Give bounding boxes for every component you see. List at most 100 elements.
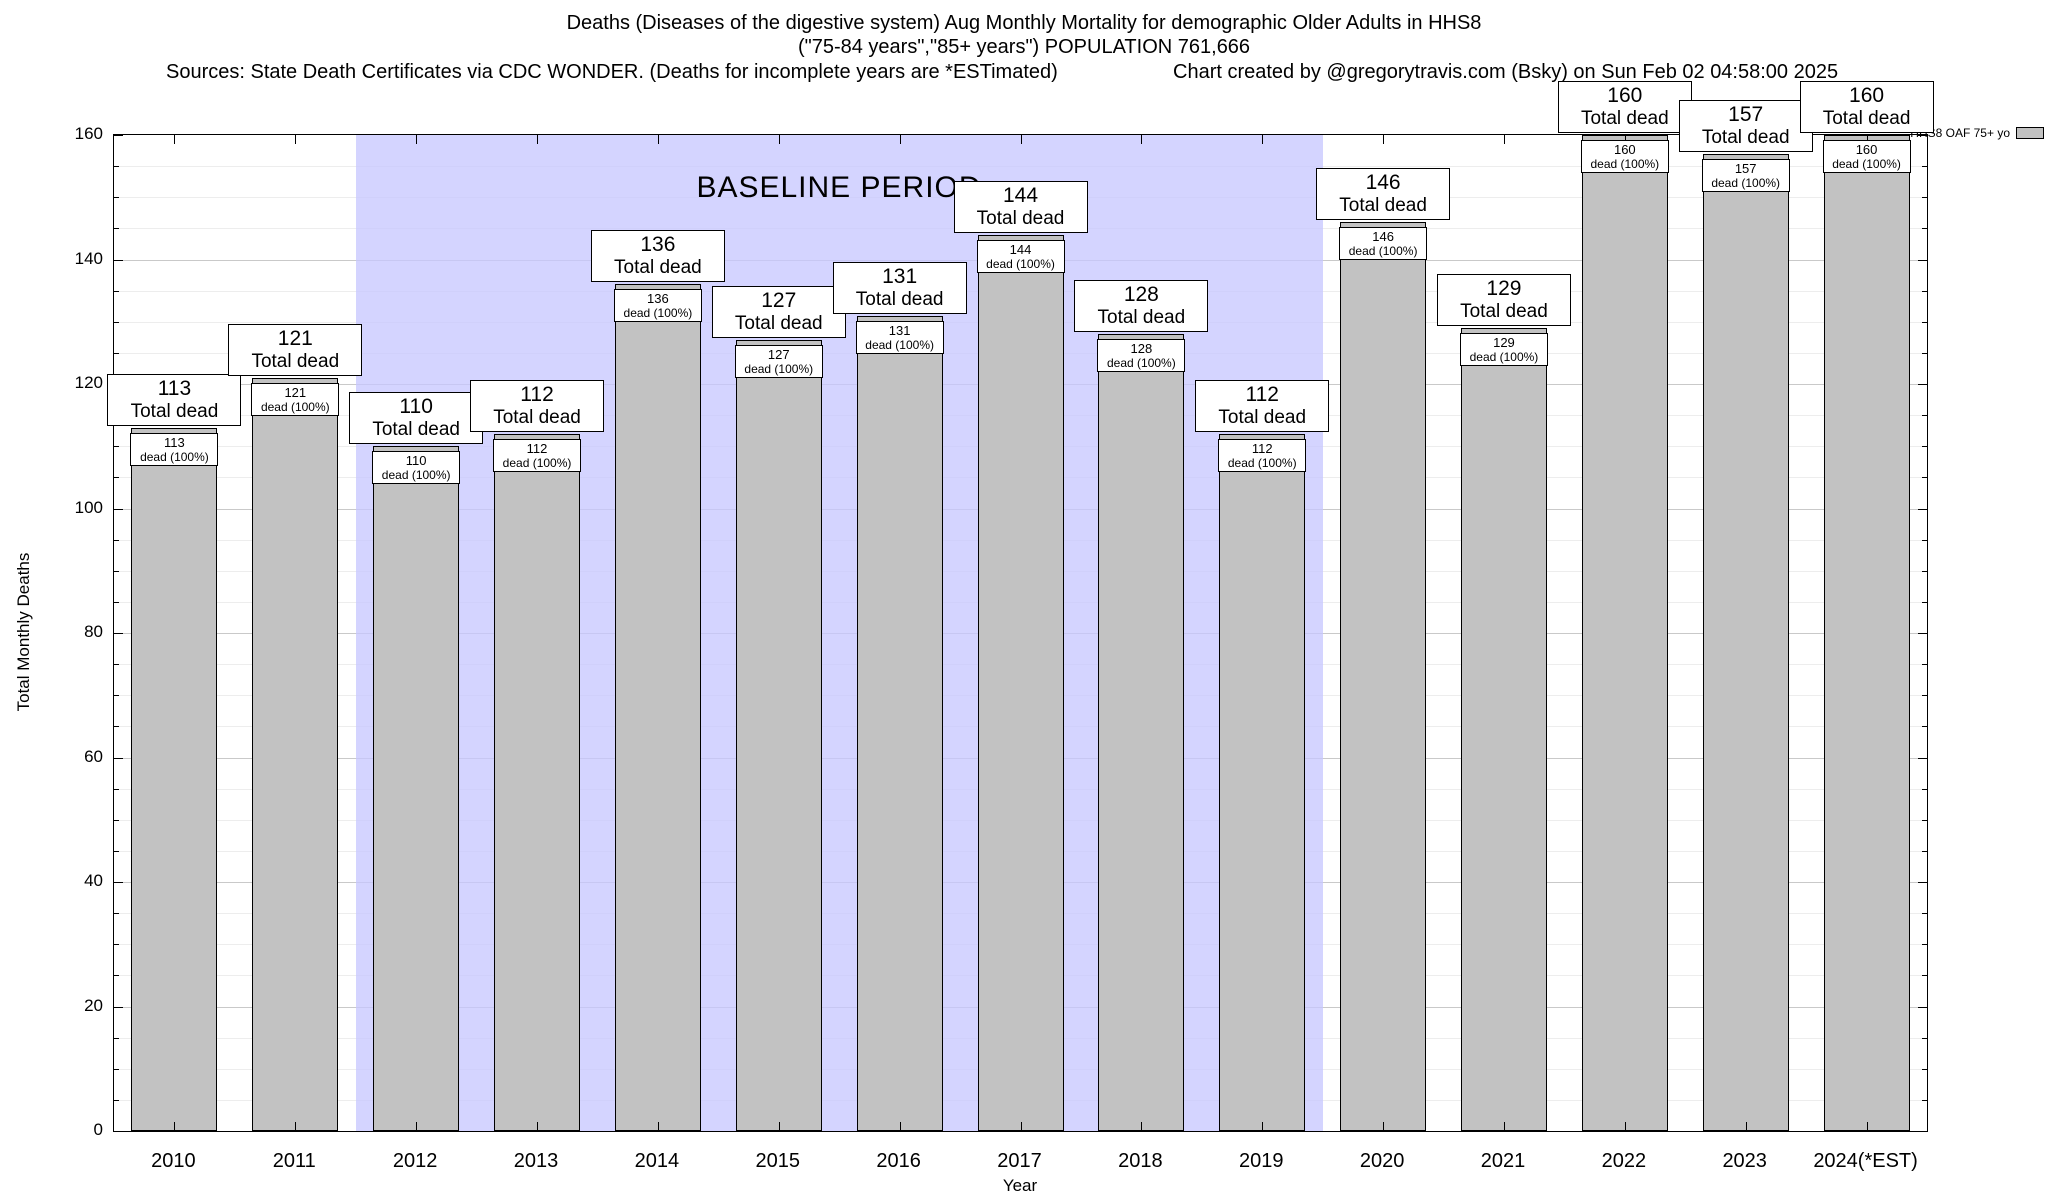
bar-inner-label-box: 128 dead (100%) xyxy=(1097,339,1186,373)
x-tick-mark xyxy=(174,1122,176,1131)
chart-subtitle: ("75-84 years","85+ years") POPULATION 7… xyxy=(797,36,1251,58)
y-tick-mark xyxy=(114,135,123,136)
bar-inner-value: 160 xyxy=(1855,142,1878,157)
bar-total-label-box: 112 Total dead xyxy=(470,379,605,432)
plot-area: BASELINE PERIOD 113 Total dead 113 dead (10… xyxy=(107,81,1934,1132)
x-tick-label: 2022 xyxy=(1601,1150,1647,1172)
bar-inner-value: 128 xyxy=(1130,341,1153,357)
bar-total-suffix: Total dead xyxy=(372,419,460,441)
y-tick-label: 80 xyxy=(84,622,103,641)
y-minor-tick-mark xyxy=(114,975,119,977)
bar-total-label-box: 136 Total dead xyxy=(590,230,725,283)
y-minor-tick-mark xyxy=(114,166,119,168)
y-minor-tick-mark xyxy=(114,819,119,821)
y-minor-tick-mark xyxy=(114,788,119,790)
x-tick-mark xyxy=(416,135,418,144)
y-tick-mark xyxy=(1918,508,1927,510)
x-tick-label: 2013 xyxy=(513,1150,559,1172)
y-tick-label: 140 xyxy=(74,248,103,268)
bar-inner-value: 160 xyxy=(1613,142,1636,157)
bar-total-label-box: 127 Total dead xyxy=(711,286,846,339)
bar-total-value: 157 xyxy=(1728,102,1764,126)
bar-total-suffix: Total dead xyxy=(1701,126,1790,148)
bar-total-value: 146 xyxy=(1365,171,1401,195)
y-minor-tick-mark xyxy=(1922,446,1927,448)
y-minor-tick-mark xyxy=(1922,352,1927,354)
x-tick-mark xyxy=(174,135,176,144)
x-axis-title: Year xyxy=(1002,1176,1038,1195)
y-minor-tick-mark xyxy=(1922,975,1927,977)
y-minor-tick-mark xyxy=(1922,601,1927,603)
bar-inner-suffix: dead (100%) xyxy=(1107,356,1176,371)
bar-inner-label-box: 157 dead (100%) xyxy=(1701,158,1790,192)
x-tick-mark xyxy=(537,1122,539,1131)
y-minor-tick-mark xyxy=(114,352,119,354)
y-minor-tick-mark xyxy=(1922,1068,1927,1070)
x-tick-label: 2024(*EST) xyxy=(1813,1150,1918,1172)
bar-inner-suffix: dead (100%) xyxy=(502,455,572,470)
bar-inner-value: 113 xyxy=(164,434,185,450)
y-minor-tick-mark xyxy=(1922,788,1927,790)
y-tick-label: 160 xyxy=(74,124,103,143)
bar xyxy=(252,377,339,1131)
bar xyxy=(856,315,943,1131)
bar-total-value: 110 xyxy=(399,395,433,419)
bar xyxy=(1098,334,1185,1131)
bar xyxy=(977,234,1064,1131)
bar-inner-suffix: dead (100%) xyxy=(1590,157,1660,171)
y-minor-tick-mark xyxy=(1922,539,1927,541)
x-tick-label: 2014 xyxy=(634,1150,680,1172)
bar xyxy=(494,433,581,1131)
baseline-period-label: BASELINE PERIOD xyxy=(696,171,982,204)
bar-inner-value: 127 xyxy=(767,347,790,363)
bar-total-label-box: 160 Total dead xyxy=(1557,81,1692,133)
bar-total-label-box: 121 Total dead xyxy=(228,323,363,376)
bar xyxy=(1702,153,1789,1131)
bar-total-suffix: Total dead xyxy=(734,313,823,335)
bar xyxy=(1460,327,1547,1131)
bar-total-value: 112 xyxy=(520,382,554,406)
y-minor-tick-mark xyxy=(1922,695,1927,697)
bar-total-label-box: 110 Total dead xyxy=(349,392,484,445)
x-tick-mark xyxy=(657,1122,659,1131)
bar-inner-value: 110 xyxy=(405,453,427,469)
x-tick-label: 2017 xyxy=(997,1150,1042,1172)
y-tick-label: 100 xyxy=(74,497,103,517)
y-tick-mark xyxy=(114,757,123,759)
bar-total-label-box: 129 Total dead xyxy=(1436,273,1571,326)
bar-inner-value: 131 xyxy=(888,322,911,338)
bar-total-label-box: 160 Total dead xyxy=(1799,81,1934,133)
bar-inner-label-box: 160 dead (100%) xyxy=(1822,140,1911,173)
y-tick-label: 60 xyxy=(84,746,103,766)
x-tick-label: 2018 xyxy=(1118,1150,1163,1172)
credit-note: Chart created by @gregorytravis.com (Bsk… xyxy=(1173,61,1839,83)
bar-inner-label-box: 110 dead (100%) xyxy=(372,451,461,485)
x-tick-mark xyxy=(1141,1122,1143,1131)
bar-total-suffix: Total dead xyxy=(1460,300,1548,322)
y-tick-mark xyxy=(114,1006,123,1008)
y-minor-tick-mark xyxy=(1922,726,1927,728)
bar-total-suffix: Total dead xyxy=(976,207,1065,229)
x-tick-label: 2012 xyxy=(392,1150,438,1172)
x-tick-mark xyxy=(1383,1122,1385,1131)
y-minor-tick-mark xyxy=(114,290,119,292)
bar xyxy=(1340,222,1427,1131)
y-tick-label: 20 xyxy=(84,995,103,1015)
y-axis-title: Total Monthly Deaths xyxy=(14,552,33,712)
bar-total-label-box: 112 Total dead xyxy=(1195,379,1330,432)
x-tick-mark xyxy=(1383,135,1385,144)
bar-inner-label-box: 121 dead (100%) xyxy=(251,382,340,416)
x-tick-label: 2016 xyxy=(876,1150,921,1172)
bar-total-value: 127 xyxy=(761,289,797,313)
y-minor-tick-mark xyxy=(1922,477,1927,479)
x-tick-mark xyxy=(1503,135,1505,144)
x-tick-label: 2021 xyxy=(1480,1150,1526,1172)
x-tick-label: 2019 xyxy=(1238,1150,1284,1172)
bar-inner-value: 136 xyxy=(647,291,669,307)
bar-inner-suffix: dead (100%) xyxy=(744,362,814,377)
y-tick-mark xyxy=(114,508,123,510)
y-tick-mark xyxy=(1918,882,1927,883)
legend-key-swatch xyxy=(2016,127,2044,139)
y-minor-tick-mark xyxy=(114,726,119,728)
y-tick-mark xyxy=(114,259,123,261)
